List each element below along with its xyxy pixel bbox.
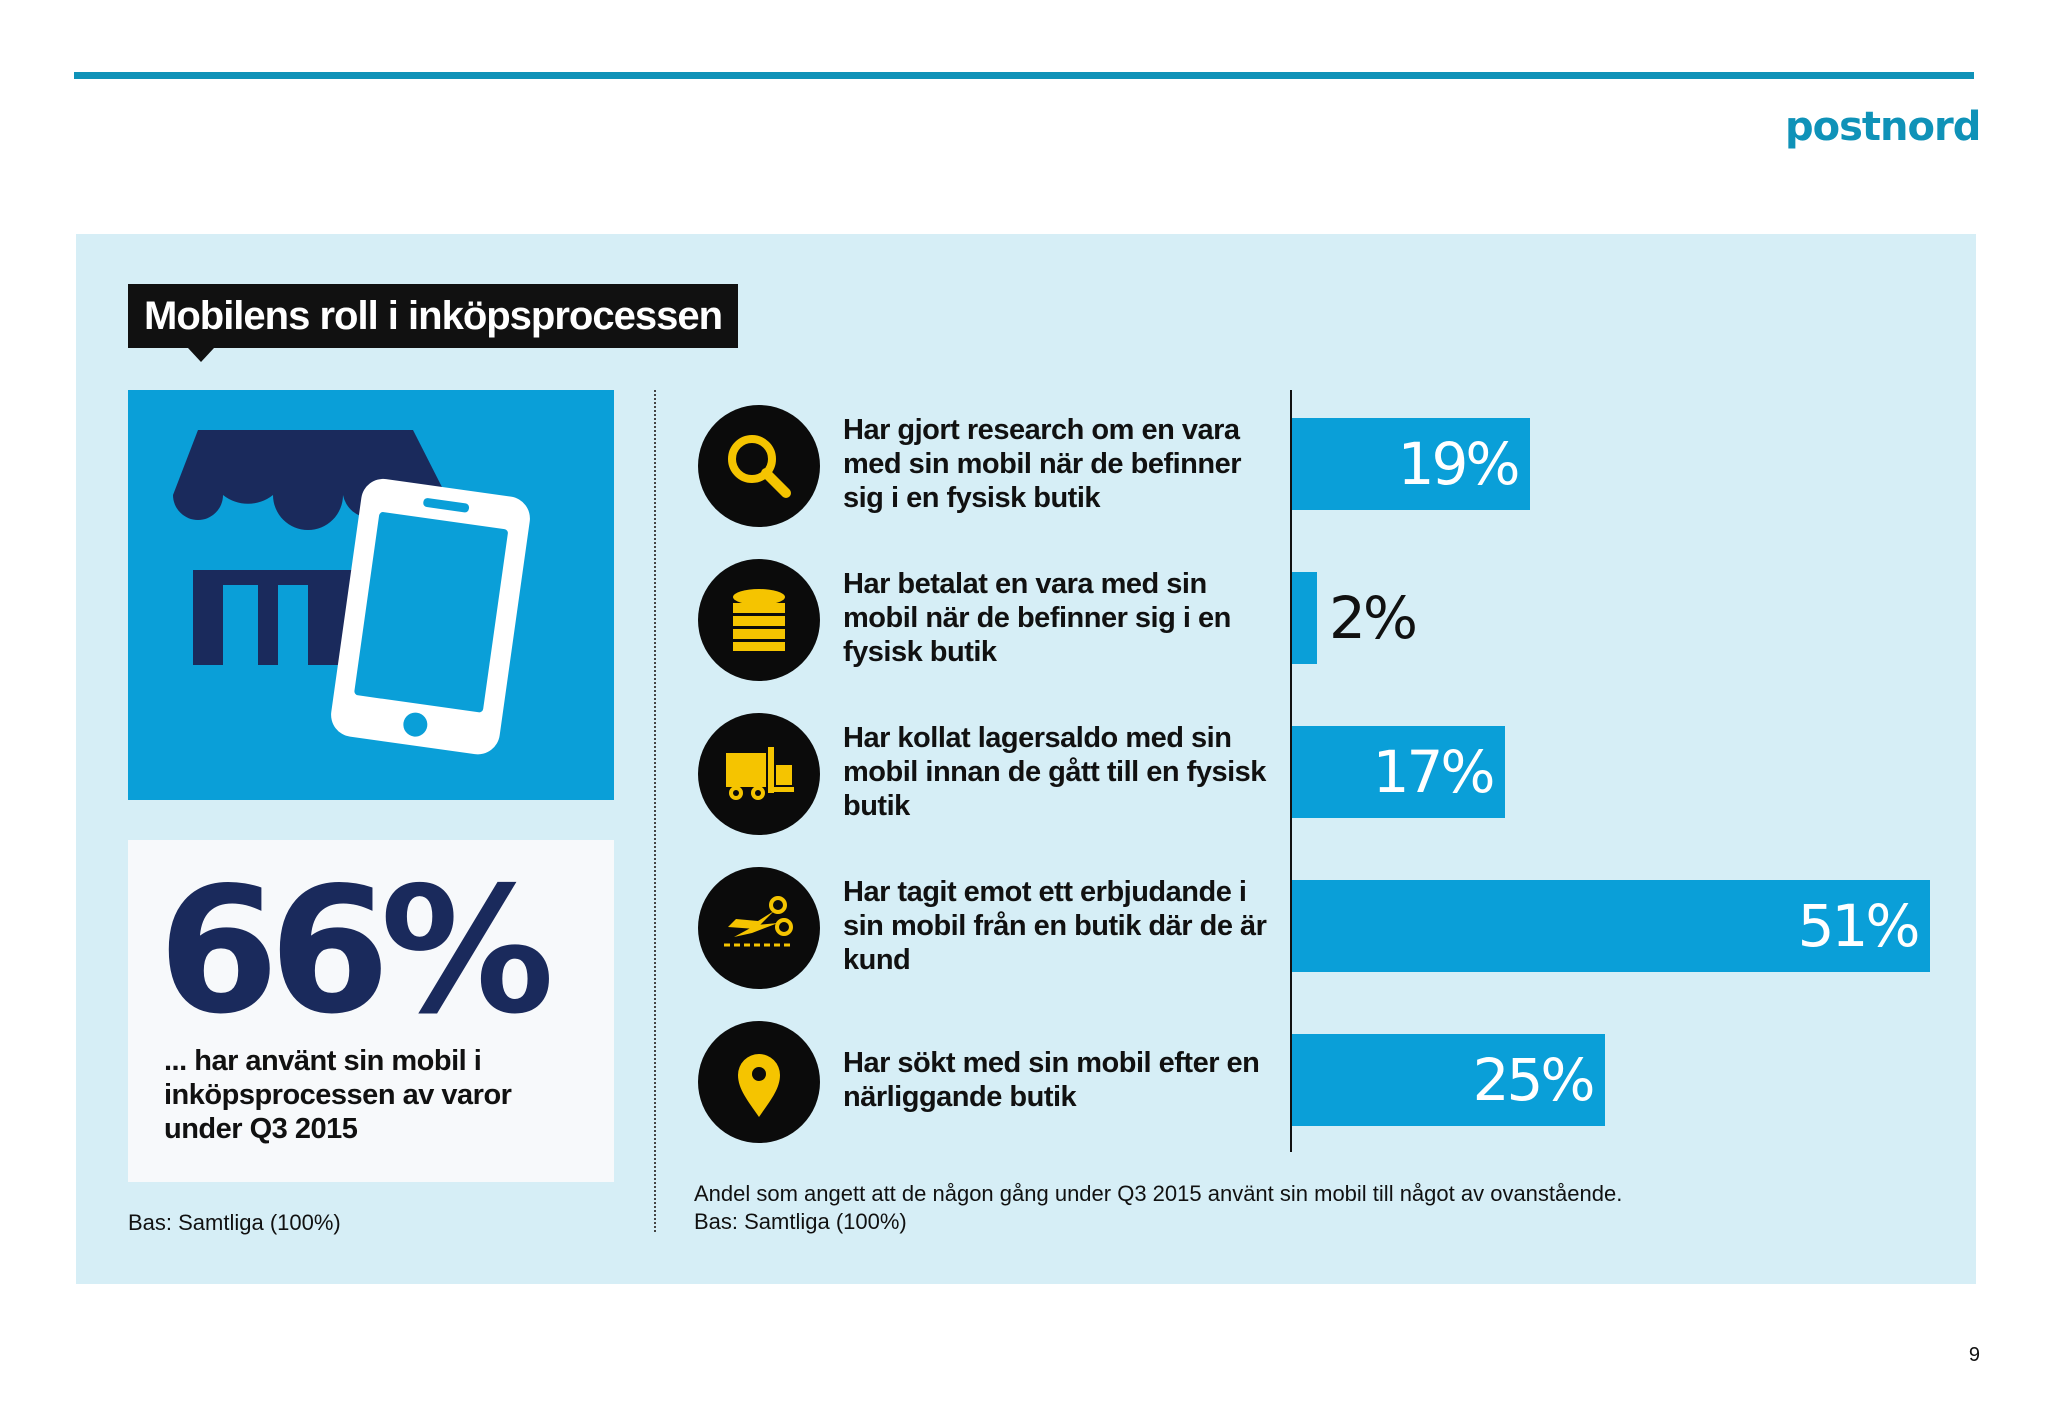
chart-value-label: 51% <box>1797 892 1921 960</box>
footnote-text: Andel som angett att de någon gång under… <box>694 1181 1623 1206</box>
chart-category-label: Har gjort research om en vara med sin mo… <box>843 414 1242 514</box>
chart-axis-line <box>1290 390 1292 1152</box>
page-number: 9 <box>1968 1344 1980 1366</box>
chart-value-label: 17% <box>1372 738 1496 806</box>
chart-bar <box>1292 572 1317 664</box>
chart-value-label: 25% <box>1472 1046 1596 1114</box>
chart-category-label: Har tagit emot ett erbjudande i sin mobi… <box>843 876 1267 976</box>
chart-bar <box>1292 1034 1605 1126</box>
dotted-divider <box>654 390 656 1232</box>
chart-value-label: 2% <box>1329 584 1418 652</box>
chart-value-label: 19% <box>1397 430 1521 498</box>
stat-value: 66% <box>158 850 554 1053</box>
stat-box: 66% ... har använt sin mobil i inköpspro… <box>128 840 614 1182</box>
chart-bar <box>1292 880 1930 972</box>
chart-category-label: Har sökt med sin mobil efter en närligga… <box>843 1047 1260 1113</box>
chart-category-label: Har kollat lagersaldo med sin mobil inna… <box>843 722 1266 822</box>
chart-bar <box>1292 726 1505 818</box>
store-with-phone-icon <box>128 390 614 800</box>
postnord-logo: postnord <box>1785 104 1981 150</box>
chart-footnote: Andel som angett att de någon gång under… <box>694 1180 1894 1236</box>
location-pin-icon <box>698 1021 820 1143</box>
top-rule <box>74 72 1974 79</box>
scissors-coupon-icon <box>698 867 820 989</box>
coins-icon <box>698 559 820 681</box>
search-icon <box>698 405 820 527</box>
chart-category-label: Har betalat en vara med sin mobil när de… <box>843 568 1231 668</box>
infographic-title: Mobilens roll i inköpsprocessen <box>128 284 739 362</box>
stat-description: ... har använt sin mobil i inköpsprocess… <box>164 1045 512 1145</box>
forklift-icon <box>698 713 820 835</box>
footnote-base: Bas: Samtliga (100%) <box>694 1209 907 1234</box>
base-note-left: Bas: Samtliga (100%) <box>128 1210 341 1235</box>
chart-bar <box>1292 418 1530 510</box>
